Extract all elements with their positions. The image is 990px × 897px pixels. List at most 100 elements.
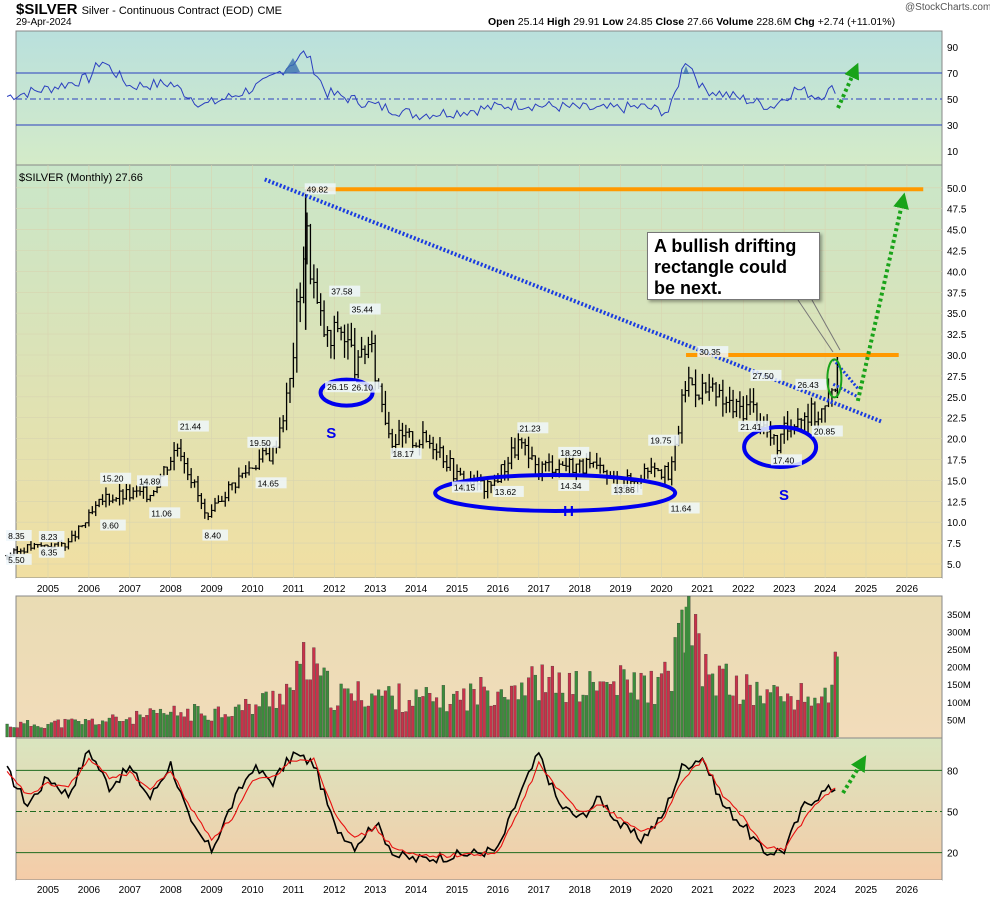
- volume-bar: [145, 715, 149, 738]
- x-tick-label-top: 2006: [78, 584, 101, 595]
- volume-bar: [738, 703, 742, 738]
- volume-bar: [762, 703, 766, 738]
- volume-bar: [513, 685, 517, 738]
- volume-bar: [281, 704, 285, 738]
- volume-bar: [210, 720, 214, 738]
- volume-bar: [734, 675, 739, 738]
- head-ellipse: [433, 472, 678, 513]
- volume-bar: [213, 708, 217, 738]
- stochastic-panel-bg: [15, 737, 943, 881]
- volume-label: Volume: [716, 16, 754, 28]
- volume-bar: [397, 683, 401, 738]
- volume-bar: [516, 699, 520, 738]
- price-label: 30.35: [699, 347, 721, 357]
- volume-bar: [615, 695, 619, 738]
- price-label: 8.23: [41, 532, 58, 542]
- volume-bar: [670, 691, 674, 738]
- volume-bar: [366, 705, 370, 738]
- volume-bar: [666, 670, 670, 738]
- volume-bar: [411, 705, 415, 738]
- price-bars-layer: [5, 189, 839, 560]
- volume-bar: [250, 714, 255, 738]
- volume-bar: [799, 683, 803, 738]
- price-label-bg: [811, 425, 843, 437]
- volume-bar: [25, 720, 30, 738]
- price-label-bg: [255, 477, 287, 489]
- volume-bar: [73, 719, 77, 738]
- stoch-bullish-arrow: [841, 755, 867, 795]
- volume-bar: [349, 693, 353, 738]
- volume-bar: [206, 719, 210, 738]
- price-label: 11.06: [151, 508, 172, 518]
- volume-tick-label: 350M: [947, 610, 971, 621]
- volume-bar: [223, 714, 227, 738]
- price-tick-label: 50.0: [947, 184, 967, 195]
- volume-bar: [66, 719, 71, 738]
- right-shoulder-label: S: [779, 487, 789, 504]
- x-tick-label-bottom: 2008: [160, 885, 183, 896]
- volume-bar: [291, 690, 295, 738]
- volume-bar: [233, 706, 238, 738]
- volume-bar: [363, 706, 367, 738]
- price-label: 14.89: [139, 476, 161, 486]
- volume-bar: [322, 667, 326, 738]
- volume-bar: [8, 726, 13, 738]
- contract-description: Silver - Continuous Contract (EOD): [81, 5, 254, 17]
- volume-bar: [632, 672, 636, 738]
- volume-bar: [830, 684, 834, 738]
- price-label: 37.58: [331, 287, 353, 297]
- x-tick-label-top: 2019: [609, 584, 632, 595]
- x-tick-label-bottom: 2020: [650, 885, 673, 896]
- volume-bar: [431, 701, 435, 738]
- volume-bar: [141, 717, 145, 738]
- price-label-bg: [38, 546, 65, 558]
- symbol: $SILVER: [16, 1, 78, 18]
- price-label: 27.50: [752, 371, 774, 381]
- volume-bar: [240, 710, 244, 738]
- x-tick-label-bottom: 2018: [569, 885, 592, 896]
- price-tick-label: 12.5: [947, 497, 967, 508]
- price-label-bg: [750, 369, 782, 381]
- price-label: 26.10: [352, 383, 374, 393]
- volume-bar: [584, 695, 589, 738]
- price-label: 13.62: [495, 487, 517, 497]
- volume-bar: [353, 700, 357, 738]
- volume-bar: [782, 701, 786, 738]
- volume-bar: [339, 683, 343, 738]
- price-label-bg: [738, 420, 770, 432]
- volume-bar: [36, 726, 40, 738]
- volume-bar: [373, 695, 377, 738]
- volume-bar: [32, 724, 36, 738]
- volume-bar: [717, 665, 721, 738]
- volume-bar: [332, 710, 336, 738]
- volume-bar: [257, 706, 261, 738]
- volume-bar: [172, 705, 176, 738]
- volume-bar: [63, 718, 67, 738]
- price-label-bg: [390, 447, 422, 459]
- x-tick-label-bottom: 2012: [323, 885, 346, 896]
- x-tick-label-bottom: 2016: [487, 885, 510, 896]
- price-label-bg: [247, 436, 279, 448]
- volume-bar: [755, 681, 759, 738]
- volume-bar: [158, 708, 163, 738]
- volume-bar: [271, 690, 275, 738]
- x-tick-label-bottom: 2010: [241, 885, 264, 896]
- volume-bar: [189, 720, 193, 738]
- price-label: 35.44: [352, 305, 374, 315]
- volume-bar: [581, 694, 585, 738]
- volume-bar: [533, 674, 537, 738]
- stoch-d-line: [6, 757, 836, 859]
- volume-bar: [315, 663, 319, 738]
- volume-bar: [100, 720, 105, 738]
- volume-bar: [216, 706, 220, 738]
- volume-tick-label: 200M: [947, 663, 971, 674]
- volume-bar: [380, 695, 384, 738]
- price-tick-label: 32.5: [947, 330, 967, 341]
- rsi-tick-label: 90: [947, 43, 959, 54]
- annotation-layer: S H S: [264, 177, 924, 520]
- volume-bar: [527, 677, 531, 738]
- exchange: CME: [257, 5, 282, 17]
- volume-bar: [809, 705, 814, 738]
- volume-bar: [687, 596, 691, 738]
- volume-bar: [77, 721, 81, 738]
